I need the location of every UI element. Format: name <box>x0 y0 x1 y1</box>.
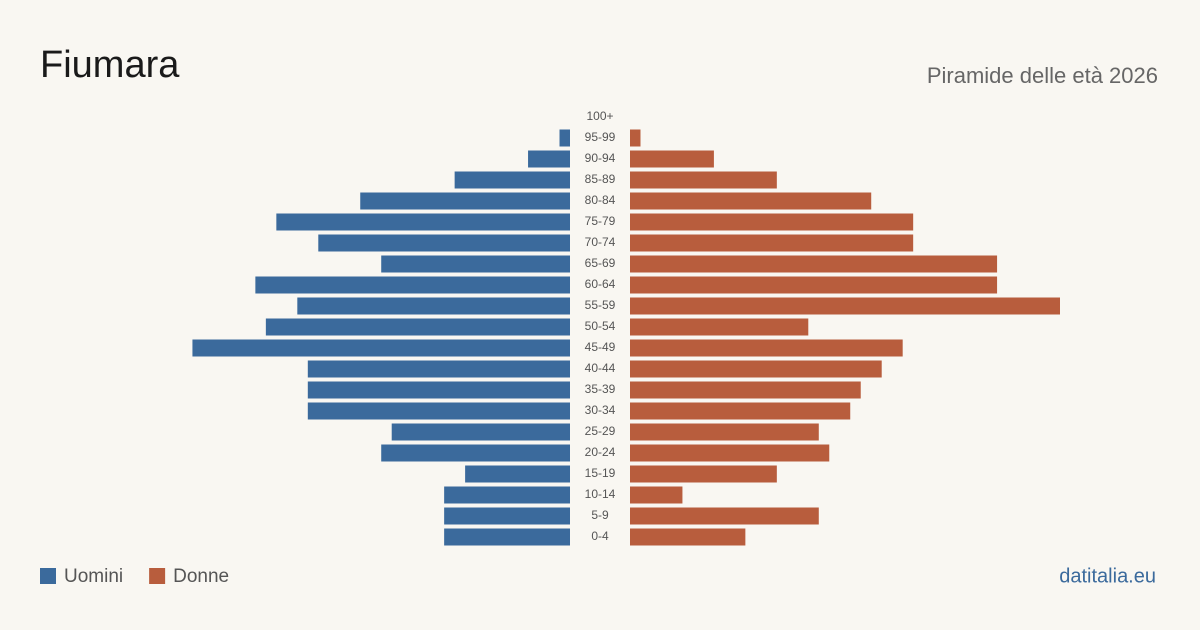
source: datitalia.eu <box>1059 565 1156 587</box>
bar <box>630 192 872 210</box>
legend-swatch <box>149 568 166 584</box>
age-label: 80-84 <box>585 193 616 207</box>
bar <box>318 234 570 252</box>
legend-swatch <box>40 568 56 584</box>
age-label: 10-14 <box>585 487 616 501</box>
bar <box>630 444 830 462</box>
age-label: 55-59 <box>585 298 616 312</box>
age-label: 60-64 <box>585 277 616 291</box>
age-label: 15-19 <box>585 466 616 480</box>
bar <box>630 381 861 399</box>
bar <box>630 297 1060 315</box>
age-label: 20-24 <box>585 445 616 459</box>
bar <box>630 507 819 525</box>
bar <box>192 339 570 357</box>
bar <box>255 276 571 294</box>
bar <box>630 528 746 546</box>
bar <box>297 297 570 315</box>
chart-title: Fiumara <box>40 44 180 86</box>
age-label: 85-89 <box>585 172 616 186</box>
age-label: 90-94 <box>585 151 616 165</box>
bar <box>454 171 570 189</box>
age-label: 75-79 <box>585 214 616 228</box>
bar <box>444 507 570 525</box>
age-label: 70-74 <box>585 235 616 249</box>
age-label: 0-4 <box>591 529 609 543</box>
age-label: 50-54 <box>585 319 616 333</box>
bar <box>630 402 851 420</box>
bar <box>465 465 570 483</box>
bar <box>276 213 570 231</box>
bar <box>444 528 570 546</box>
age-label: 35-39 <box>585 382 616 396</box>
bar <box>265 318 570 336</box>
bar <box>630 318 809 336</box>
age-label: 45-49 <box>585 340 616 354</box>
bar <box>630 213 914 231</box>
bar <box>630 276 998 294</box>
bar <box>360 192 570 210</box>
bar <box>391 423 570 441</box>
age-label: 65-69 <box>585 256 616 270</box>
bar <box>559 129 570 147</box>
bar <box>630 150 714 168</box>
bar <box>630 129 641 147</box>
bar <box>381 444 570 462</box>
legend-label: Donne <box>173 566 229 587</box>
bar <box>630 486 683 504</box>
bar <box>444 486 570 504</box>
age-label: 5-9 <box>591 508 609 522</box>
legend-label: Uomini <box>64 566 123 587</box>
age-label: 25-29 <box>585 424 616 438</box>
bar <box>630 465 777 483</box>
bar <box>307 360 570 378</box>
bar <box>630 255 998 273</box>
age-label: 30-34 <box>585 403 616 417</box>
bar <box>630 360 882 378</box>
bar <box>630 171 777 189</box>
age-label: 95-99 <box>585 130 616 144</box>
bar <box>307 402 570 420</box>
bar <box>630 234 914 252</box>
chart-subtitle: Piramide delle età 2026 <box>927 63 1158 88</box>
bar <box>307 381 570 399</box>
bar <box>630 423 819 441</box>
age-label: 100+ <box>586 109 613 123</box>
bar <box>381 255 570 273</box>
bar <box>528 150 570 168</box>
age-label: 40-44 <box>585 361 616 375</box>
bar <box>630 339 903 357</box>
